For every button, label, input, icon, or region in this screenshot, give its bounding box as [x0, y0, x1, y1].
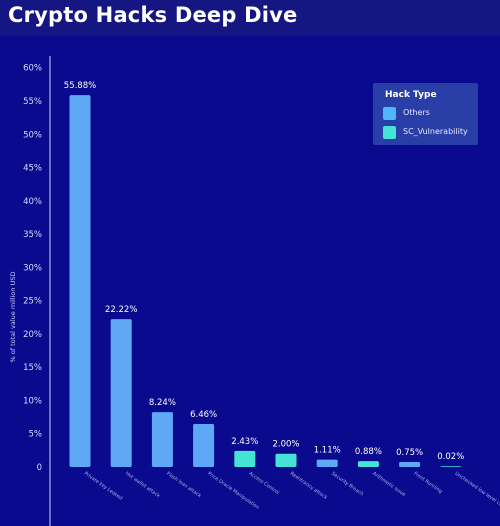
y-tick-label: 35%	[23, 230, 42, 240]
bar-value-label: 2.00%	[272, 440, 299, 450]
x-tick-label: Arithmetic Issue	[371, 471, 406, 498]
y-tick-label: 15%	[23, 363, 42, 373]
legend-item-sc-vulnerability[interactable]: SC_Vulnerability	[383, 126, 478, 140]
chart-area: 0 5% 10% 15% 20% 25% 30% 35% 40% 45% 50% 55% 60% % of…	[0, 36, 500, 526]
bar-value-label: 8.24%	[149, 398, 176, 408]
bar-value-label: 0.02%	[437, 452, 464, 462]
x-tick-label: Security Breach	[330, 471, 365, 498]
bar-value-label: 2.43%	[231, 437, 258, 447]
bar	[275, 453, 297, 467]
legend: Hack Type Others SC_Vulnerability	[373, 83, 478, 145]
y-tick-label: 50%	[23, 130, 42, 140]
y-tick-label: 60%	[23, 64, 42, 74]
bar-value-label: 55.88%	[64, 81, 96, 91]
legend-title: Hack Type	[385, 90, 437, 100]
y-tick-label: 55%	[23, 97, 42, 107]
x-tick-label: Private key Leaked	[83, 471, 124, 502]
bar	[193, 424, 215, 467]
y-tick-label: 5%	[29, 430, 43, 440]
bar	[399, 462, 421, 467]
bar-value-label: 0.75%	[396, 448, 423, 458]
x-tick-label: Hot wallet attack	[124, 471, 161, 499]
page-title: Crypto Hacks Deep Dive	[8, 3, 298, 27]
bar-value-label: 22.22%	[105, 305, 137, 315]
bar	[316, 459, 338, 467]
title-bar: Crypto Hacks Deep Dive	[0, 0, 500, 36]
y-tick-label: 10%	[23, 396, 42, 406]
bar	[69, 95, 91, 468]
bar	[440, 466, 462, 467]
legend-label-others: Others	[403, 108, 430, 117]
bar-chart: 0 5% 10% 15% 20% 25% 30% 35% 40% 45% 50% 55% 60% % of…	[9, 56, 500, 526]
x-tick-label: Flash loan attack	[165, 471, 202, 500]
legend-label-sc-vulnerability: SC_Vulnerability	[403, 127, 468, 136]
x-tick-label: Reentrancy attack	[289, 471, 329, 501]
y-tick-label: 20%	[23, 330, 42, 340]
y-tick-label: 40%	[23, 197, 42, 207]
y-tick-label: 25%	[23, 297, 42, 307]
bar	[357, 461, 379, 467]
bar-value-label: 1.11%	[314, 446, 341, 456]
x-tick-label: Front Running	[412, 471, 443, 495]
bar-value-label: 0.88%	[355, 447, 382, 457]
bar	[234, 450, 256, 467]
x-tick-label: Access Control	[248, 471, 280, 496]
legend-item-others[interactable]: Others	[383, 107, 478, 121]
y-tick-label: 0	[37, 463, 42, 473]
legend-swatch-sc-vulnerability	[383, 126, 396, 139]
bar-value-label: 6.46%	[190, 410, 217, 420]
bar	[151, 412, 173, 467]
x-tick-label: Unchecked low level calls	[454, 471, 500, 511]
y-axis-label: % of total value million USD	[9, 272, 17, 363]
y-tick-label: 45%	[23, 164, 42, 174]
legend-swatch-others	[383, 107, 396, 120]
bar	[110, 319, 132, 467]
y-tick-label: 30%	[23, 263, 42, 273]
